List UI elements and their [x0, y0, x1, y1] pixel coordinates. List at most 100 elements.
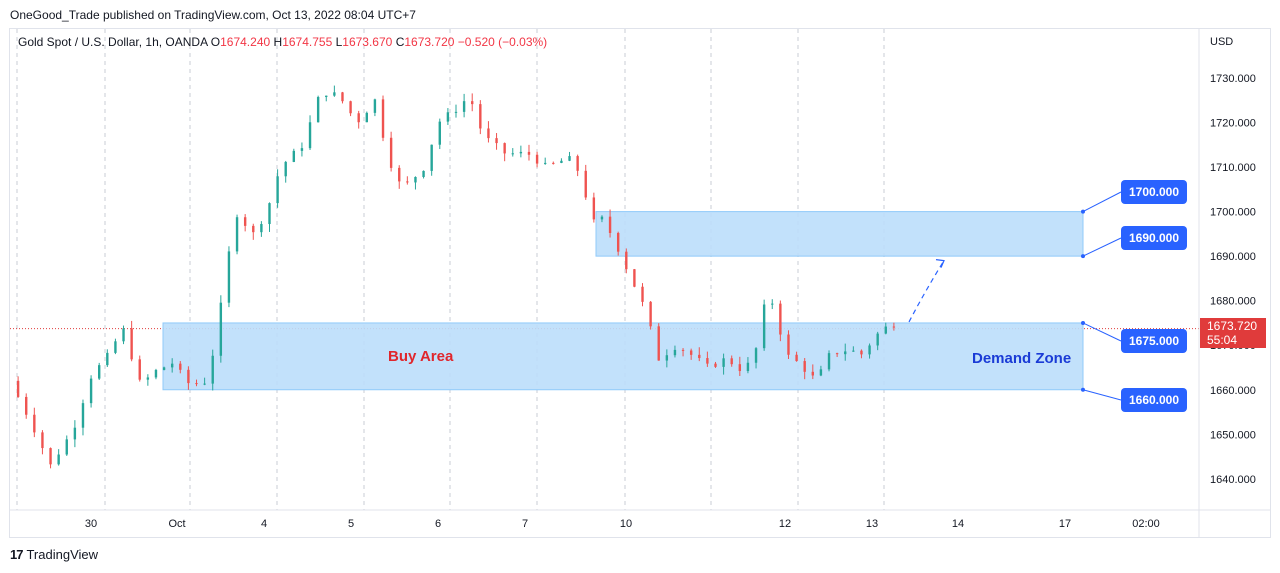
candle-body [130, 328, 133, 360]
candle-body [787, 334, 790, 355]
candle-body [154, 369, 158, 378]
candle-body [252, 225, 255, 233]
candle-body [430, 144, 433, 171]
last-price-tag: 1673.720 55:04 [1200, 318, 1266, 348]
candle-body [616, 232, 620, 252]
candle-body [438, 121, 441, 145]
publisher-caption: OneGood_Trade published on TradingView.c… [10, 8, 416, 22]
x-tick-label: 12 [779, 518, 791, 530]
level-connector-1 [1082, 237, 1122, 257]
candle-body [357, 113, 360, 123]
level-anchor-3 [1081, 387, 1085, 392]
candle-body [868, 345, 871, 355]
chart-frame[interactable] [9, 28, 1271, 538]
candle-body [73, 427, 77, 440]
candle-body [592, 197, 596, 220]
candle-body [535, 154, 539, 164]
candle-body [341, 92, 344, 102]
candle-body [519, 151, 523, 154]
candle-body [106, 352, 109, 366]
candle-body [689, 350, 693, 355]
candle-body [649, 301, 652, 327]
level-label-1660[interactable]: 1660.000 [1121, 388, 1187, 412]
candle-body [57, 454, 60, 465]
candle-body [65, 439, 68, 455]
candle-body [389, 137, 393, 168]
price-axis: USD1640.0001650.0001660.0001670.0001680.… [1198, 29, 1256, 537]
candle-body [892, 326, 896, 328]
candle-body [641, 286, 644, 302]
candle-body [803, 361, 806, 372]
candle-body [187, 369, 190, 384]
candle-body [657, 326, 660, 361]
change-value: −0.520 (−0.03%) [457, 35, 548, 49]
level-connector-2 [1082, 322, 1122, 342]
close-value: 1673.720 [404, 35, 455, 49]
candle-body [495, 138, 498, 144]
x-tick-label: Oct [168, 518, 185, 530]
candle-body [260, 224, 263, 233]
candle-body [268, 203, 271, 225]
candle-body [714, 363, 717, 367]
candle-body [49, 448, 52, 465]
buy-demand-zone [162, 322, 1084, 391]
candle-body [673, 349, 677, 356]
brand-name: TradingView [26, 547, 99, 562]
low-label: L [335, 35, 343, 49]
candle-body [243, 217, 247, 226]
candle-body [162, 367, 166, 370]
level-connector-0 [1082, 191, 1122, 213]
symbol-name: Gold Spot / U.S. Dollar, 1h, OANDA [18, 35, 208, 49]
x-tick-label: 7 [522, 518, 528, 530]
y-tick-label: 1650.000 [1210, 429, 1256, 441]
candle-body [754, 348, 758, 363]
candle-body [284, 161, 287, 177]
open-label: O [210, 35, 221, 49]
level-label-1675[interactable]: 1675.000 [1121, 329, 1187, 353]
candle-body [471, 101, 474, 105]
candle-body [876, 333, 879, 346]
open-value: 1674.240 [220, 35, 271, 49]
y-tick-label: 1660.000 [1210, 385, 1256, 397]
candle-body [446, 112, 450, 122]
candle-body [25, 396, 28, 415]
candle-body [122, 328, 125, 342]
x-tick-label: 17 [1059, 518, 1071, 530]
candle-body [414, 176, 417, 183]
candle-body [33, 414, 36, 433]
candle-body [852, 350, 855, 352]
candle-body [884, 326, 887, 334]
candle-body [381, 99, 385, 138]
candle-body [276, 176, 279, 204]
candle-body [333, 92, 336, 96]
y-tick-label: 1720.000 [1210, 118, 1256, 130]
candle-body [179, 363, 182, 370]
candle-body [576, 156, 579, 171]
high-value: 1674.755 [282, 35, 333, 49]
candle-body [16, 380, 20, 397]
candle-body [365, 112, 368, 123]
demand-zone-label: Demand Zone [972, 350, 1071, 367]
candle-body [698, 354, 701, 359]
currency-label: USD [1210, 36, 1233, 48]
close-label: C [395, 35, 405, 49]
candle-body [844, 351, 847, 355]
candle-body [373, 99, 377, 113]
candle-body [292, 150, 296, 162]
tradingview-logo[interactable]: 17 TradingView [10, 547, 98, 562]
y-tick-label: 1680.000 [1210, 296, 1256, 308]
level-anchor-0 [1081, 209, 1085, 214]
x-tick-label: 4 [261, 518, 267, 530]
candle-body [89, 378, 93, 404]
level-label-1700[interactable]: 1700.000 [1121, 180, 1187, 204]
level-label-1690[interactable]: 1690.000 [1121, 226, 1187, 250]
high-label: H [273, 35, 283, 49]
candle-body [308, 122, 312, 149]
candle-body [771, 303, 774, 305]
candle-body [584, 170, 587, 198]
candle-body [835, 353, 839, 355]
x-tick-label: 6 [435, 518, 441, 530]
candle-body [422, 170, 425, 177]
candle-body [503, 143, 506, 154]
